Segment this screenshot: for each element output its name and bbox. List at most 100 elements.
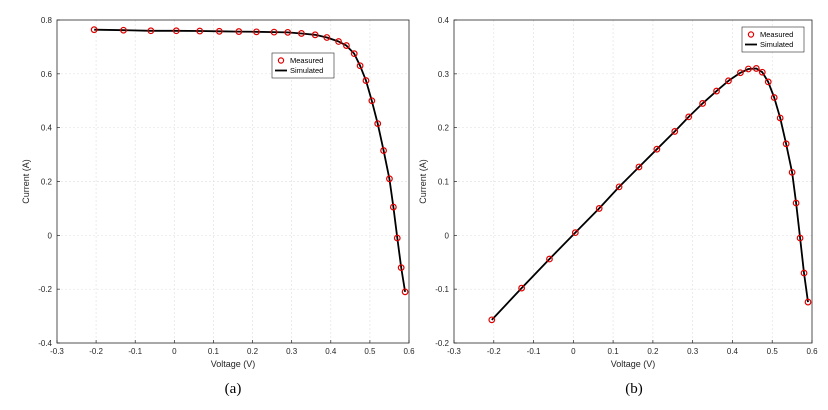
simulated-series-line [491, 67, 809, 321]
measured-point [764, 78, 772, 86]
x-axis-label: Voltage (V) [611, 359, 656, 369]
measured-point [782, 140, 790, 148]
y-tick-label: -0.1 [435, 285, 449, 294]
measured-point [713, 87, 720, 95]
measured-point [744, 65, 752, 73]
measured-point [804, 298, 812, 306]
y-tick-label: -0.4 [38, 339, 52, 348]
legend-label-simulated: Simulated [290, 66, 323, 75]
legend-label-measured: Measured [290, 56, 323, 65]
measured-point [368, 97, 376, 105]
x-tick-label: -0.2 [89, 347, 103, 356]
measured-point [401, 288, 409, 296]
x-tick-label: 0.6 [403, 347, 415, 356]
x-tick-label: 0.5 [767, 347, 779, 356]
measured-point [788, 168, 796, 176]
measured-point [311, 31, 319, 39]
x-tick-label: 0.1 [608, 347, 620, 356]
measured-point [685, 113, 693, 121]
measured-point [800, 269, 808, 277]
y-tick-label: 0.4 [41, 124, 53, 133]
y-tick-label: -0.2 [38, 285, 52, 294]
measured-point [595, 205, 603, 212]
measured-point [615, 183, 623, 191]
measured-point [380, 147, 387, 154]
y-tick-label: -0.2 [435, 339, 449, 348]
measured-point [635, 163, 643, 171]
x-tick-label: -0.1 [527, 347, 541, 356]
measured-point [653, 145, 661, 153]
y-tick-label: 0.3 [438, 70, 450, 79]
x-tick-label: -0.3 [50, 347, 64, 356]
x-tick-label: 0.6 [806, 347, 818, 356]
measured-point [699, 100, 707, 107]
measured-point [518, 284, 526, 292]
x-tick-label: 0.4 [325, 347, 337, 356]
y-axis-label: Current (A) [418, 159, 428, 204]
measured-point [335, 38, 343, 45]
measured-point [284, 28, 292, 36]
measured-point [393, 234, 401, 242]
measured-point [350, 50, 358, 58]
caption-b: (b) [625, 381, 643, 397]
legend-box [271, 52, 335, 79]
measured-point [770, 94, 778, 101]
y-tick-label: 0 [445, 231, 450, 240]
measured-point [343, 42, 350, 49]
measured-point [270, 28, 278, 36]
plot-area [454, 20, 812, 343]
x-tick-label: 0.5 [364, 347, 376, 356]
x-tick-label: 0.2 [647, 347, 659, 356]
x-tick-label: 0 [172, 347, 177, 356]
measured-point [362, 77, 370, 84]
x-tick-label: -0.3 [447, 347, 461, 356]
measured-point [571, 229, 579, 237]
x-tick-label: 0.1 [208, 347, 220, 356]
measured-point [752, 65, 760, 72]
legend-box [741, 26, 805, 53]
chart-panel-a: -0.3 -0.2 -0.1 0 0.1 0.2 0.3 0.4 0.5 0.6 -0.4 -0.2 0… [21, 16, 415, 369]
measured-point [671, 128, 679, 135]
measured-point [725, 77, 732, 85]
legend-marker-measured [747, 31, 755, 38]
y-tick-label: 0.6 [41, 70, 53, 79]
y-tick-label: 0 [48, 231, 53, 240]
y-tick-label: 0.4 [438, 16, 450, 25]
measured-point [796, 234, 804, 242]
chart-panel-b: -0.3 -0.2 -0.1 0 0.1 0.2 0.3 0.4 0.5 0.6-0.2-0.10… [418, 16, 818, 369]
measured-point [546, 255, 553, 263]
measured-point [776, 114, 784, 122]
y-axis-label: Current (A) [21, 159, 31, 204]
measured-point [172, 27, 180, 35]
measured-point [253, 28, 260, 36]
measured-point [389, 203, 397, 211]
measured-point [737, 69, 744, 77]
measured-point [488, 316, 496, 324]
measured-point [120, 26, 127, 34]
measured-point [792, 199, 800, 207]
x-tick-label: 0.3 [687, 347, 699, 356]
measured-point [196, 27, 204, 35]
x-tick-label: 0 [571, 347, 576, 356]
measured-point [323, 34, 331, 41]
x-tick-label: 0.4 [727, 347, 739, 356]
measured-point [298, 30, 305, 37]
x-axis-label: Voltage (V) [211, 359, 256, 369]
legend-label-measured: Measured [760, 30, 793, 39]
y-tick-label: 0.1 [438, 178, 450, 187]
legend-marker-measured [277, 57, 285, 64]
measured-point [374, 120, 382, 128]
x-tick-label: -0.2 [487, 347, 501, 356]
plot-frame [453, 19, 813, 344]
measured-point [147, 27, 155, 35]
x-tick-label: 0.2 [247, 347, 259, 356]
measured-point [215, 27, 223, 35]
y-tick-label: 0.2 [41, 178, 53, 187]
measured-point [356, 62, 364, 70]
y-tick-label: 0.8 [41, 16, 53, 25]
measured-point [386, 175, 393, 183]
measured-point [758, 68, 766, 76]
measured-point [90, 26, 98, 34]
